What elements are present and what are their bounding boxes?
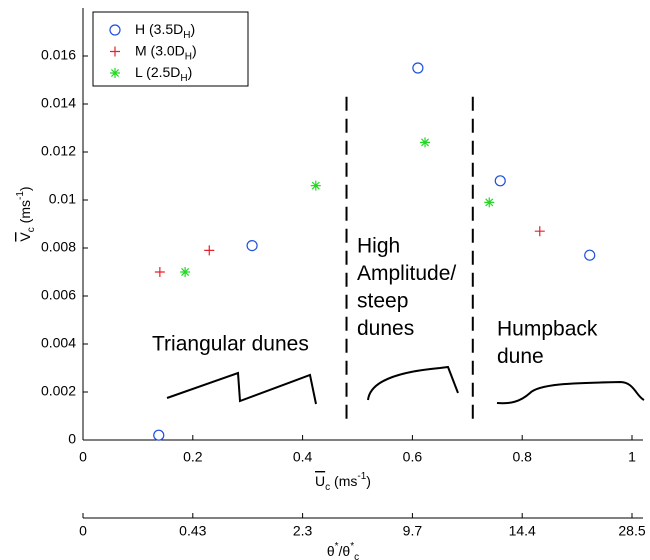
y-tick-label: 0.008 <box>41 239 76 255</box>
y-axis-label-part: c <box>26 227 37 232</box>
marker-star <box>110 68 120 78</box>
y-axis-label: Vc (ms-1) <box>15 186 37 241</box>
humpback-dune-sketch <box>496 380 645 405</box>
point <box>110 68 120 78</box>
legend-label-part: H <box>185 52 192 63</box>
annotation: Humpback <box>497 318 598 341</box>
marker-plus <box>534 226 545 237</box>
point <box>109 24 121 36</box>
y-tick-label: 0 <box>68 431 76 447</box>
marker-star <box>310 180 321 191</box>
legend-label-part: ) <box>188 64 193 80</box>
legend-label-part: L (2.5D <box>135 64 180 80</box>
point <box>180 267 191 277</box>
marker-plus <box>154 267 165 277</box>
y-axis-label-part: V <box>17 232 33 242</box>
legend-label-part: ) <box>190 21 195 37</box>
x-tick-label: 0 <box>79 449 87 465</box>
x2-axis-label-part: c <box>354 552 359 560</box>
point <box>110 46 120 57</box>
point <box>412 62 424 74</box>
marker-star <box>180 267 191 277</box>
x2-tick-label: 0 <box>79 523 87 539</box>
marker-circle <box>153 429 165 441</box>
x2-axis-label-part: /θ <box>339 543 351 559</box>
x-axis-label-part: (ms <box>330 473 357 489</box>
y-tick-label: 0.012 <box>41 143 76 159</box>
steep-dune-sketch <box>367 365 459 401</box>
triangular-dune-sketch <box>166 371 317 405</box>
x2-axis-label-part: θ <box>327 543 335 559</box>
y-tick-label: 0.016 <box>41 47 76 63</box>
annotation: High <box>357 235 400 258</box>
marker-star <box>484 197 495 208</box>
marker-circle <box>412 62 424 74</box>
y-axis-label-part: (ms <box>17 200 33 227</box>
y-tick-label: 0.002 <box>41 383 76 399</box>
point <box>310 180 321 191</box>
x-axis-label-part: c <box>325 482 330 493</box>
x-tick-label: 0.8 <box>512 449 532 465</box>
dune-sketches <box>166 365 645 405</box>
legend-label-part: H <box>180 73 187 84</box>
x-axis-label: Uc (ms-1) <box>315 471 371 493</box>
marker-circle <box>494 175 506 187</box>
point <box>584 249 596 261</box>
point <box>153 429 165 441</box>
legend-label-part: ) <box>192 42 197 58</box>
point <box>494 175 506 187</box>
marker-circle <box>109 24 121 36</box>
x-axis-label-part: -1 <box>357 471 366 482</box>
point <box>484 197 495 208</box>
annotation: dunes <box>357 317 414 340</box>
x2-tick-label: 2.3 <box>293 523 313 539</box>
y-axis-label-part: ) <box>17 186 33 191</box>
legend-label-part: H <box>183 30 190 41</box>
point <box>534 226 545 237</box>
x2-axis-label: θ*/θ*c <box>327 541 359 560</box>
y-tick-label: 0.006 <box>41 287 76 303</box>
x2-tick-label: 14.4 <box>509 523 536 539</box>
x-axis-label-part: ) <box>366 473 371 489</box>
annotation: Triangular dunes <box>152 333 309 356</box>
legend-label: H (3.5DH) <box>135 21 195 41</box>
x2-tick-label: 9.7 <box>403 523 423 539</box>
annotation: dune <box>497 345 544 368</box>
x2-axis-label-part: * <box>350 541 354 552</box>
point <box>154 267 165 277</box>
point <box>246 240 258 252</box>
y-tick-label: 0.014 <box>41 95 76 111</box>
legend-box <box>92 11 249 87</box>
y-axis-label-part: -1 <box>15 191 26 200</box>
marker-plus <box>204 245 215 256</box>
x-axis-label-part: U <box>315 473 325 489</box>
legend-label-part: H (3.5D <box>135 21 183 37</box>
y-tick-label: 0.01 <box>49 191 76 207</box>
point <box>420 137 431 148</box>
x-tick-label: 0.4 <box>293 449 313 465</box>
marker-circle <box>246 240 258 252</box>
marker-plus <box>110 46 120 57</box>
x-tick-label: 0.2 <box>183 449 203 465</box>
marker-star <box>420 137 431 148</box>
annotation: steep <box>357 290 408 313</box>
legend-label-part: M (3.0D <box>135 42 185 58</box>
x2-tick-label: 28.5 <box>618 523 645 539</box>
x2-axis-label-part: * <box>335 541 339 552</box>
legend-label: M (3.0DH) <box>135 42 197 62</box>
marker-circle <box>584 249 596 261</box>
legend-label: L (2.5DH) <box>135 64 192 84</box>
x-tick-label: 0.6 <box>403 449 423 465</box>
annotation: Amplitude/ <box>357 262 456 285</box>
x-tick-label: 1 <box>628 449 636 465</box>
y-tick-label: 0.004 <box>41 335 76 351</box>
x2-tick-label: 0.43 <box>179 523 206 539</box>
point <box>204 245 215 256</box>
